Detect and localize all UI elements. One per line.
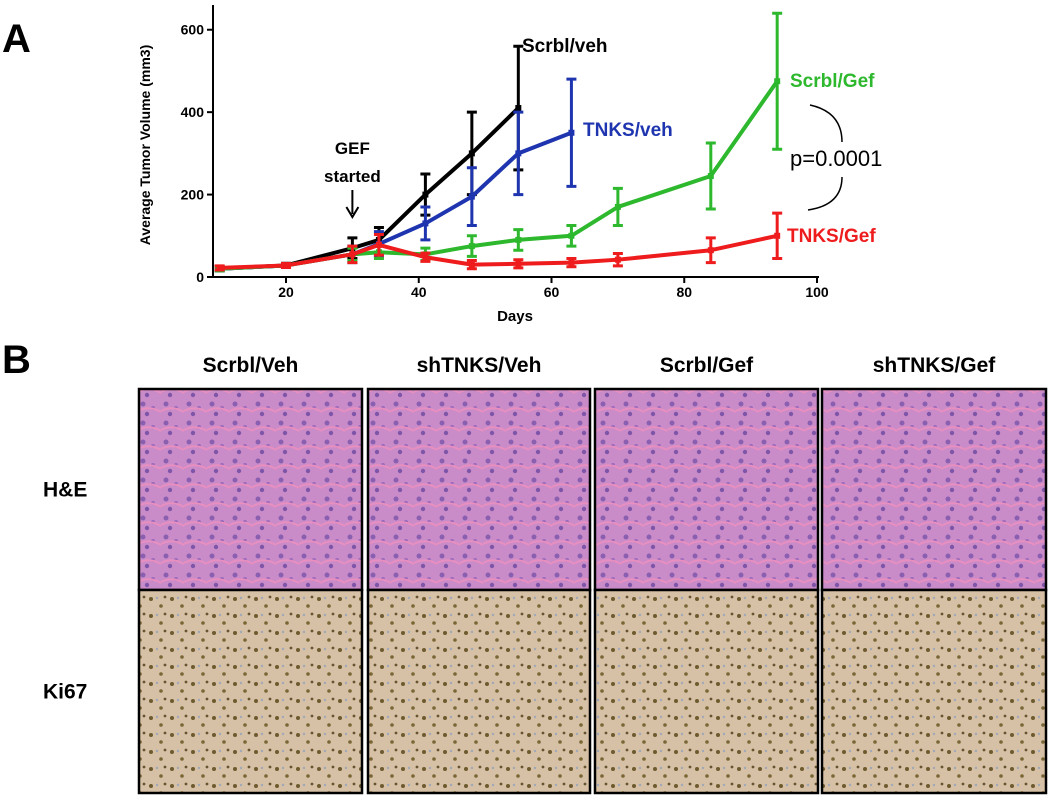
micrograph [137, 588, 364, 795]
micrograph [366, 588, 592, 795]
bracket [807, 104, 843, 211]
data-point [515, 260, 522, 267]
column-header: Scrbl/Gef [660, 354, 754, 377]
row-label: Ki67 [43, 681, 87, 704]
p-value: p=0.0001 [790, 146, 882, 171]
data-point [614, 256, 621, 263]
micrograph [366, 387, 592, 592]
data-point [422, 191, 429, 198]
data-point [568, 232, 575, 239]
micrograph [820, 588, 1048, 795]
series-label: Scrbl/veh [522, 36, 608, 57]
annotation: GEF [335, 139, 370, 158]
data-point [515, 105, 522, 112]
x-tick-label: 60 [544, 284, 560, 300]
data-point [568, 259, 575, 266]
x-tick-label: 80 [676, 284, 692, 300]
micrograph [593, 387, 820, 592]
x-tick-label: 20 [278, 284, 294, 300]
column-header: Scrbl/Veh [203, 354, 299, 377]
arrow [345, 190, 360, 219]
y-axis-label: Average Tumor Volume (mm3) [137, 45, 153, 245]
series-label: Scrbl/Gef [790, 71, 875, 92]
data-point [614, 203, 621, 210]
data-point [515, 236, 522, 243]
micrograph [820, 387, 1048, 592]
data-point [468, 193, 475, 200]
series-line [219, 80, 779, 271]
y-tick-label: 600 [181, 22, 205, 38]
x-axis-label: Days [497, 308, 533, 325]
micrograph [137, 387, 364, 592]
x-tick-label: 40 [411, 284, 427, 300]
data-point [774, 232, 781, 239]
panel-label: A [2, 17, 31, 61]
data-point [375, 241, 382, 248]
data-point [774, 78, 781, 85]
series-label: TNKS/Gef [787, 226, 876, 247]
column-header: shTNKS/Gef [873, 354, 997, 377]
data-point [422, 254, 429, 261]
series-label: TNKS/veh [583, 120, 673, 141]
data-point [349, 251, 356, 258]
data-point [707, 173, 714, 180]
micrograph [593, 588, 820, 795]
y-tick-label: 0 [196, 269, 204, 285]
data-point [422, 220, 429, 227]
panel-label: B [2, 338, 31, 382]
y-tick-label: 400 [181, 104, 205, 120]
data-point [216, 264, 223, 271]
data-point [568, 129, 575, 136]
data-point [283, 262, 290, 269]
image-grid: Scrbl/Veh shTNKS/Veh Scrbl/Gef shTNKS/Gef H&… [43, 354, 1048, 795]
row-label: H&E [43, 479, 87, 502]
data-point [707, 247, 714, 254]
column-header: shTNKS/Veh [417, 354, 542, 377]
data-point [468, 243, 475, 250]
data-point [515, 150, 522, 157]
data-point [468, 261, 475, 268]
chart: 0 200 400 600 20 40 60 80 100 Days Average Tumor V… [137, 5, 882, 325]
data-point [468, 150, 475, 157]
annotation: started [324, 167, 381, 186]
y-tick-label: 200 [181, 187, 205, 203]
x-tick-label: 100 [805, 284, 829, 300]
